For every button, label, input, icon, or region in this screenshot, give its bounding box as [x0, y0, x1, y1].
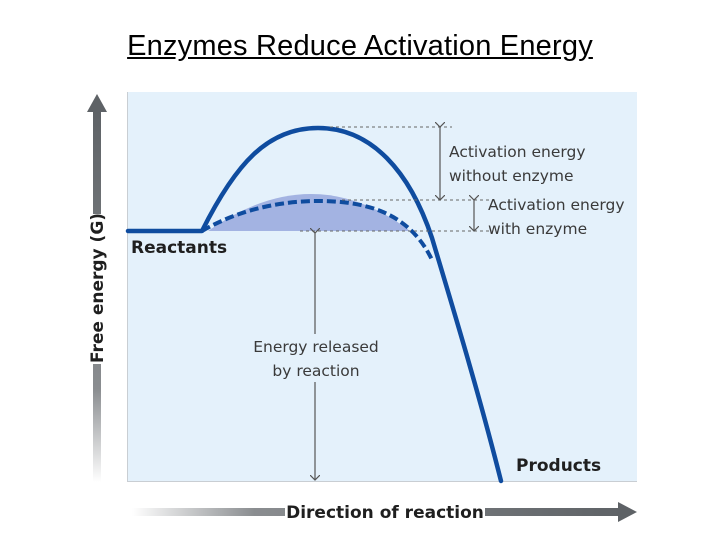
released-label-bg [250, 334, 382, 382]
reactants-label: Reactants [131, 238, 227, 258]
plot-area [127, 92, 637, 482]
x-axis-arrowhead [618, 502, 637, 522]
catalyzed-curve [200, 198, 435, 263]
slide-title: Enzymes Reduce Activation Energy [127, 30, 593, 62]
x-axis-label: Direction of reaction [286, 503, 484, 523]
activation-with-label-line1: Activation energy [488, 196, 625, 214]
products-label: Products [516, 456, 601, 476]
y-axis-arrowhead [87, 94, 107, 112]
uncatalyzed-curve [125, 125, 504, 484]
x-axis-label-gap [285, 500, 485, 524]
energy-released-label-line2: by reaction [272, 362, 359, 380]
y-axis-label-gap [88, 214, 106, 364]
activation-without-label-line1: Activation energy [449, 143, 586, 161]
y-axis-label: Free energy (G) [88, 213, 108, 363]
energy-released-label-line1: Energy released [253, 338, 379, 356]
activation-without-label-line2: without enzyme [449, 167, 574, 185]
activation-with-label-line2: with enzyme [488, 220, 587, 238]
